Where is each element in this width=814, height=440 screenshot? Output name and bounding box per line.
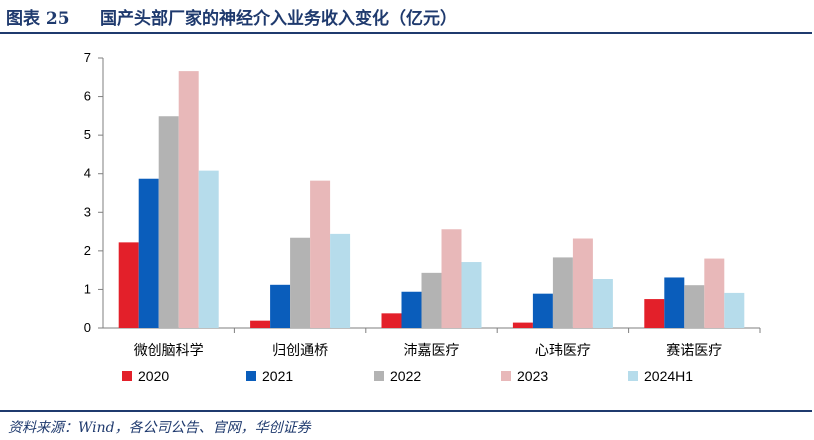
bar [644, 299, 665, 328]
legend-label: 2024H1 [644, 368, 693, 384]
bar [664, 277, 685, 328]
bar [724, 292, 745, 328]
figure-label: 图表 25 [6, 9, 70, 29]
category-label: 沛嘉医疗 [404, 343, 460, 359]
legend-label: 2021 [262, 368, 293, 384]
bar [512, 322, 533, 328]
chart-title: 国产头部厂家的神经介入业务收入变化（亿元） [100, 9, 457, 29]
y-tick-label: 7 [84, 50, 91, 65]
bar [704, 258, 725, 328]
legend-swatch [374, 371, 384, 381]
bar [421, 272, 442, 328]
bar [270, 284, 291, 328]
y-tick-label: 2 [84, 243, 91, 258]
legend-label: 2023 [517, 368, 548, 384]
y-tick-label: 3 [84, 204, 91, 219]
bar [461, 262, 482, 328]
y-tick-label: 6 [84, 89, 91, 104]
bar [178, 71, 199, 328]
bar [381, 313, 402, 328]
bar [198, 170, 219, 328]
bar [158, 116, 179, 328]
bar [532, 293, 553, 328]
bar [250, 320, 271, 328]
legend-swatch [501, 371, 511, 381]
category-label: 心玮医疗 [535, 343, 591, 359]
bar [290, 237, 311, 328]
bar [310, 180, 331, 328]
legend-label: 2022 [390, 368, 421, 384]
bar [118, 242, 139, 328]
bar [684, 285, 705, 328]
y-tick-label: 1 [84, 281, 91, 296]
bar [572, 238, 593, 328]
legend-swatch [628, 371, 638, 381]
bar [552, 257, 573, 328]
bar [138, 178, 159, 328]
bar [441, 229, 462, 328]
legend-swatch [246, 371, 256, 381]
y-tick-label: 0 [84, 320, 91, 335]
bar-chart: 0 1 2 3 4 5 6 7 微创脑科学 归创通桥 沛嘉医疗 心玮医疗 赛诺医疗 2020 2021 202… [84, 50, 761, 384]
category-label: 微创脑科学 [134, 343, 204, 359]
y-tick-label: 5 [84, 127, 91, 142]
y-tick-label: 4 [84, 166, 91, 181]
legend-label: 2020 [138, 368, 169, 384]
figure-header: 图表 25 国产头部厂家的神经介入业务收入变化（亿元） [0, 0, 812, 34]
legend-swatch [122, 371, 132, 381]
category-label: 赛诺医疗 [666, 343, 722, 359]
bar [401, 291, 422, 328]
source-note: 资料来源：Wind，各公司公告、官网，华创证券 [8, 420, 311, 436]
bar [592, 279, 613, 328]
category-label: 归创通桥 [272, 342, 328, 359]
bar [330, 233, 351, 328]
figure-footer: 资料来源：Wind，各公司公告、官网，华创证券 [0, 410, 812, 440]
